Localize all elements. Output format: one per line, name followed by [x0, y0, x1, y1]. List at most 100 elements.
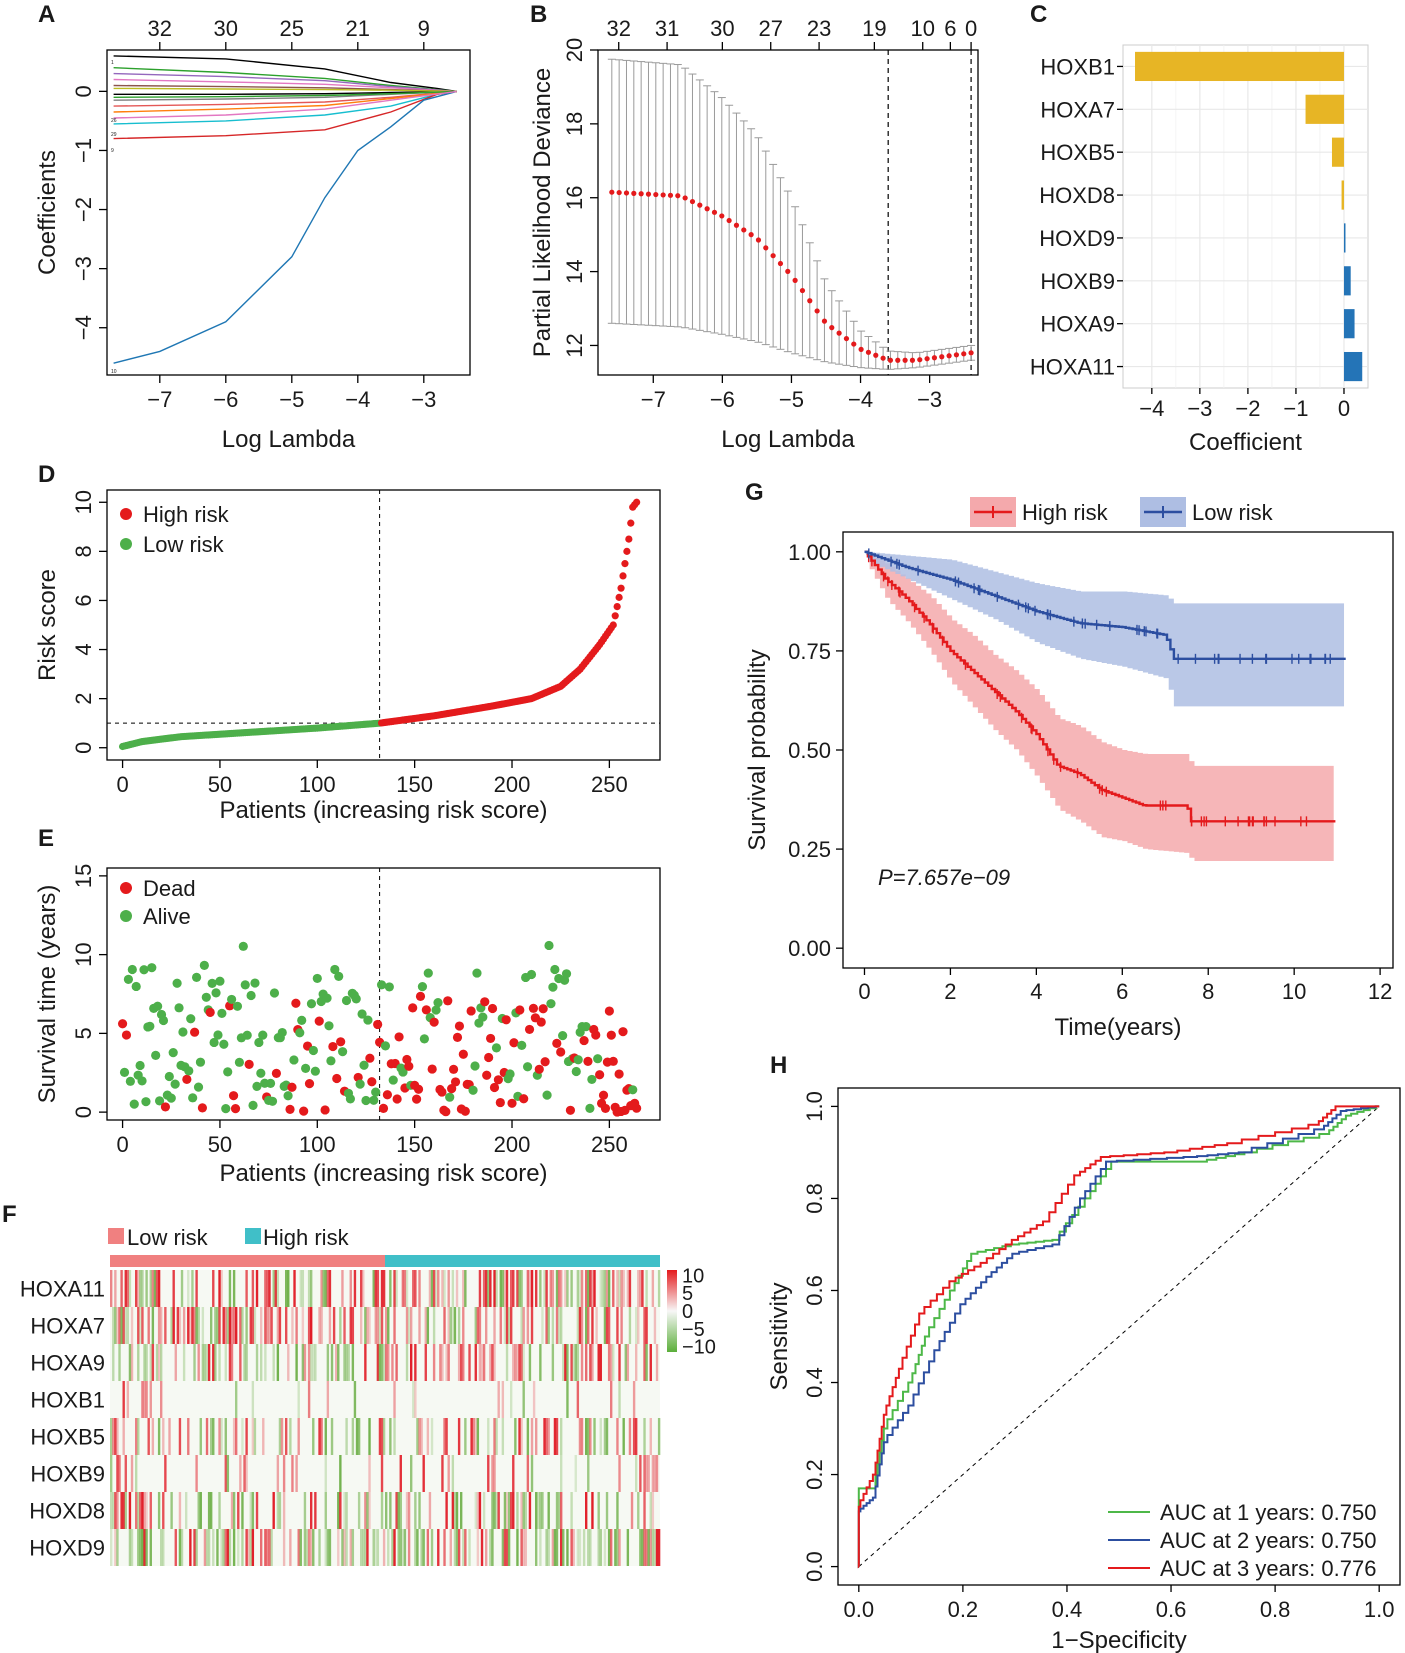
panel-f-cell-4-246 [622, 1418, 625, 1455]
panel-f-cell-4-1 [112, 1418, 115, 1455]
panel-d-legend-dot-1 [120, 538, 132, 550]
panel-f-cell-0-229 [587, 1270, 590, 1307]
panel-f-cell-0-127 [374, 1270, 377, 1307]
panel-a-coef-path-11 [113, 87, 457, 93]
panel-f-cell-1-60 [235, 1307, 238, 1344]
panel-d-point-261 [627, 519, 635, 527]
panel-c-ytick-label-hoxa9: HOXA9 [1040, 312, 1115, 337]
panel-f-scale-label-4: −10 [682, 1337, 716, 1359]
panel-f-cell-0-145 [412, 1270, 415, 1307]
panel-f-cell-6-81 [278, 1492, 282, 1529]
panel-e-point-162 [433, 998, 443, 1008]
panel-f-cell-1-169 [462, 1307, 465, 1344]
panel-f-cell-1-130 [380, 1307, 384, 1344]
panel-c-ytick-label-hoxd8: HOXD8 [1039, 183, 1115, 208]
panel-f-cell-0-14 [139, 1270, 142, 1307]
panel-e-point-96 [304, 1079, 315, 1089]
panel-e-point-93 [299, 1106, 309, 1116]
panel-f-cell-1-14 [139, 1307, 142, 1344]
panel-d-ylabel: Risk score [34, 569, 61, 681]
panel-c-bar-hoxb1 [1135, 51, 1344, 82]
panel-f-cell-7-109 [337, 1529, 340, 1566]
panel-f-cell-2-108 [335, 1344, 338, 1381]
panel-e-ylabel: Survival time (years) [34, 885, 61, 1104]
panel-e-xlabel: Patients (increasing risk score) [219, 1160, 547, 1187]
panel-f-cell-0-248 [626, 1270, 630, 1307]
panel-e-point-191 [489, 1082, 500, 1093]
panel-f-cell-1-261 [653, 1307, 657, 1344]
panel-f-cell-7-212 [551, 1529, 555, 1566]
panel-f-cell-1-112 [343, 1307, 346, 1344]
panel-a-xtick-label-1: −6 [213, 387, 238, 412]
panel-f-cell-4-0 [110, 1418, 113, 1455]
panel-f-cell-6-192 [510, 1492, 513, 1529]
panel-b-ytick-label-1: 14 [562, 259, 587, 283]
panel-f-cell-1-87 [291, 1307, 294, 1344]
panel-f-cell-1-192 [510, 1307, 513, 1344]
panel-e-point-208 [522, 1062, 533, 1072]
panel-e-point-4 [125, 1076, 135, 1086]
panel-a-top-label-1: 30 [214, 16, 238, 41]
panel-f-cell-0-201 [528, 1270, 532, 1307]
panel-f-cell-5-252 [635, 1455, 638, 1492]
panel-e-point-167 [443, 996, 453, 1006]
panel-e-point-190 [487, 1003, 498, 1014]
panel-f-cell-4-69 [253, 1418, 257, 1455]
panel-f-cell-1-180 [485, 1307, 488, 1344]
panel-f-cell-7-121 [362, 1529, 365, 1566]
panel-a-top-label-4: 9 [418, 16, 430, 41]
panel-e-point-115 [341, 995, 352, 1006]
panel-e-point-194 [495, 1097, 505, 1108]
panel-d-frame [106, 489, 661, 761]
panel-f-cell-1-252 [635, 1307, 638, 1344]
panel-f-cell-1-38 [189, 1307, 192, 1344]
panel-f-cell-7-55 [224, 1529, 227, 1566]
panel-b-ytick-label-2: 16 [562, 185, 587, 209]
panel-f-cell-1-62 [239, 1307, 242, 1344]
panel-f-cell-2-206 [539, 1344, 542, 1381]
panel-b-point-40 [902, 357, 908, 363]
panel-f-cell-2-19 [149, 1344, 152, 1381]
panel-f-cell-4-12 [135, 1418, 138, 1455]
panel-f-cell-4-252 [635, 1418, 638, 1455]
panel-f-cell-1-237 [603, 1307, 607, 1344]
panel-f-cell-2-218 [564, 1344, 567, 1381]
panel-f-cell-7-198 [522, 1529, 525, 1566]
panel-e-point-22 [160, 1102, 171, 1112]
panel-f-cell-1-216 [560, 1307, 563, 1344]
panel-f-cell-1-42 [197, 1307, 200, 1344]
panel-f-cell-6-1 [112, 1492, 115, 1529]
panel-e-point-14 [145, 1021, 155, 1031]
panel-letter-h: H [770, 1052, 787, 1079]
panel-e-point-193 [493, 1075, 503, 1085]
panel-f-cell-5-103 [324, 1455, 327, 1492]
panel-f-cell-3-95 [307, 1381, 311, 1418]
panel-f-cell-6-23 [157, 1492, 161, 1529]
panel-f-cell-1-214 [555, 1307, 559, 1344]
panel-f-cell-6-215 [557, 1492, 561, 1529]
panel-e-survival-time: Dead Alive 0 50 100 150 200 250 0 5 10 15 Patients (… [34, 864, 661, 1187]
panel-f-cell-5-83 [282, 1455, 286, 1492]
panel-f-cell-6-250 [630, 1492, 634, 1529]
panel-f-cell-3-203 [532, 1381, 536, 1418]
panel-e-point-25 [166, 1093, 176, 1103]
panel-f-cell-4-129 [378, 1418, 382, 1455]
panel-a-xtick-label-2: −5 [279, 387, 304, 412]
panel-e-point-199 [505, 1069, 515, 1079]
panel-f-cell-6-214 [555, 1492, 559, 1529]
panel-f-cell-4-119 [357, 1418, 361, 1455]
panel-f-cell-0-92 [301, 1270, 305, 1307]
panel-f-cell-4-18 [147, 1418, 150, 1455]
panel-f-cell-4-208 [543, 1418, 546, 1455]
panel-e-point-76 [265, 1078, 276, 1088]
panel-f-cell-7-261 [653, 1529, 657, 1566]
panel-f-cell-7-167 [457, 1529, 461, 1566]
panel-f-cell-4-259 [649, 1418, 652, 1455]
panel-f-cell-4-152 [426, 1418, 430, 1455]
panel-f-cell-1-162 [447, 1307, 450, 1344]
panel-f-cell-7-16 [143, 1529, 146, 1566]
panel-d-xtick-label-1: 50 [208, 772, 232, 797]
panel-b-point-34 [858, 346, 864, 352]
panel-f-cell-1-190 [505, 1307, 509, 1344]
panel-f-cell-0-162 [447, 1270, 450, 1307]
